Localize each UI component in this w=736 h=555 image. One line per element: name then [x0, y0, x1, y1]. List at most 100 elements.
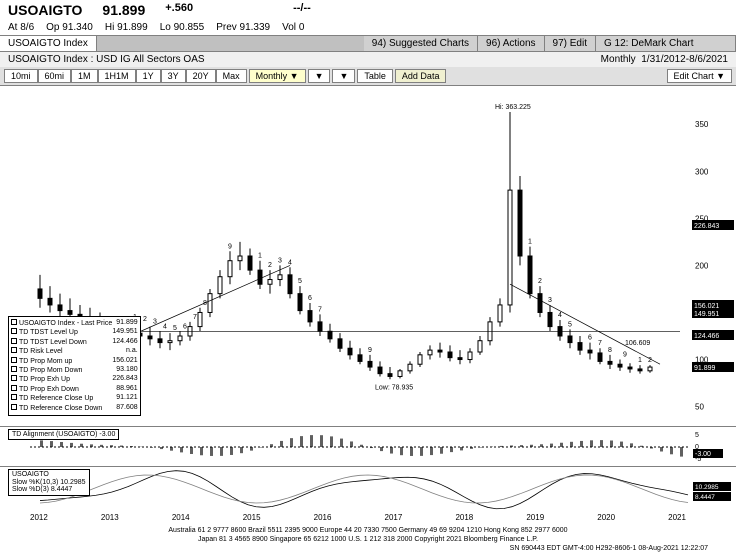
svg-text:8.4447: 8.4447: [695, 494, 715, 501]
period-10mi[interactable]: 10mi: [4, 69, 38, 83]
svg-text:4: 4: [163, 323, 167, 330]
freq-dropdown[interactable]: Monthly ▼: [249, 69, 306, 83]
svg-text:91.899: 91.899: [694, 365, 716, 372]
index-tab[interactable]: USOAIGTO Index: [0, 36, 97, 51]
svg-text:3: 3: [278, 257, 282, 264]
year-label: 2016: [314, 513, 332, 522]
svg-text:6: 6: [588, 335, 592, 342]
chart-type-label: G 12: DeMark Chart: [596, 36, 736, 51]
actions-btn[interactable]: 96) Actions: [478, 36, 544, 51]
svg-text:3: 3: [153, 319, 157, 326]
dropdown-2[interactable]: ▼: [332, 69, 355, 83]
year-label: 2015: [243, 513, 261, 522]
period-1M[interactable]: 1M: [71, 69, 98, 83]
footer-line1: Australia 61 2 9777 8600 Brazil 5511 239…: [8, 526, 728, 535]
stochastic-chart: 10.2985 8.4447: [0, 467, 736, 512]
svg-text:2: 2: [648, 357, 652, 364]
footer-line2: Japan 81 3 4565 8900 Singapore 65 6212 1…: [8, 535, 728, 544]
year-label: 2019: [526, 513, 544, 522]
svg-text:1: 1: [638, 357, 642, 364]
svg-text:124.466: 124.466: [694, 333, 719, 340]
svg-text:4: 4: [288, 259, 292, 266]
svg-text:200: 200: [695, 261, 709, 270]
svg-text:10.2985: 10.2985: [695, 484, 719, 491]
svg-text:8: 8: [608, 347, 612, 354]
add-data-btn[interactable]: Add Data: [395, 69, 447, 83]
period-Max[interactable]: Max: [216, 69, 247, 83]
edit-btn[interactable]: 97) Edit: [545, 36, 596, 51]
svg-text:7: 7: [318, 306, 322, 313]
svg-text:9: 9: [368, 347, 372, 354]
svg-text:7: 7: [193, 314, 197, 321]
svg-text:3: 3: [548, 297, 552, 304]
controls-bar: 10mi60mi1M1H1M1Y3Y20YMax Monthly ▼ ▼ ▼ T…: [0, 67, 736, 86]
dashes: --/--: [293, 2, 311, 18]
low: 90.855: [174, 22, 205, 33]
svg-text:2: 2: [538, 278, 542, 285]
year-label: 2018: [455, 513, 473, 522]
date-range: 1/31/2012-8/6/2021: [641, 54, 728, 65]
svg-text:Low: 78.935: Low: 78.935: [375, 384, 413, 391]
svg-text:9: 9: [228, 243, 232, 250]
description-row: USOAIGTO Index : USD IG All Sectors OAS …: [0, 52, 736, 67]
last-price: 91.899: [102, 2, 145, 18]
year-label: 2013: [101, 513, 119, 522]
period-3Y[interactable]: 3Y: [161, 69, 186, 83]
quote-details: At 8/6 Op 91.340 Hi 91.899 Lo 90.855 Pre…: [0, 20, 736, 35]
svg-text:4: 4: [558, 312, 562, 319]
svg-text:8: 8: [203, 300, 207, 307]
footer-line3: SN 690443 EDT GMT-4:00 H292-8606-1 08-Au…: [8, 544, 728, 553]
x-axis: 2012 2013 2014 2015 2016 2017 2018 2019 2020 2021: [0, 511, 736, 524]
year-label: 2014: [172, 513, 190, 522]
svg-text:1: 1: [528, 239, 532, 246]
indicator-legend: USOAIGTO Index - Last Price91.899TD TDST…: [8, 316, 141, 416]
svg-text:2: 2: [268, 262, 272, 269]
chart-area: 50100150200250300350226.843156.021149.95…: [0, 86, 736, 524]
period-60mi[interactable]: 60mi: [38, 69, 72, 83]
svg-text:6: 6: [308, 295, 312, 302]
prev: 91.339: [240, 22, 271, 33]
svg-text:5: 5: [568, 321, 572, 328]
svg-text:226.843: 226.843: [694, 223, 719, 230]
period-20Y[interactable]: 20Y: [186, 69, 216, 83]
volume: 0: [299, 22, 305, 33]
toolbar: USOAIGTO Index 94) Suggested Charts 96) …: [0, 35, 736, 52]
year-label: 2017: [385, 513, 403, 522]
ticker: USOAIGTO: [8, 2, 82, 18]
svg-text:Hi: 363.225: Hi: 363.225: [495, 104, 531, 111]
alignment-label: TD Alignment (USOAIGTO) -3.00: [8, 429, 119, 440]
svg-text:300: 300: [695, 167, 709, 176]
svg-text:5: 5: [298, 278, 302, 285]
year-label: 2020: [597, 513, 615, 522]
edit-chart-btn[interactable]: Edit Chart ▼: [667, 69, 732, 83]
stochastic-panel[interactable]: 10.2985 8.4447 USOAIGTO Slow %K(10,3) 10.…: [0, 466, 736, 511]
svg-text:350: 350: [695, 120, 709, 129]
index-description: USOAIGTO Index : USD IG All Sectors OAS: [8, 54, 205, 65]
at-date: At 8/6: [8, 22, 34, 33]
stochastic-label: USOAIGTO Slow %K(10,3) 10.2985 Slow %D(3…: [8, 469, 90, 496]
svg-text:50: 50: [695, 403, 704, 412]
suggested-charts-btn[interactable]: 94) Suggested Charts: [364, 36, 478, 51]
year-label: 2021: [668, 513, 686, 522]
main-chart[interactable]: 50100150200250300350226.843156.021149.95…: [0, 86, 736, 426]
svg-text:9: 9: [623, 352, 627, 359]
change: +.560: [165, 2, 193, 18]
svg-text:7: 7: [598, 340, 602, 347]
svg-text:5: 5: [173, 325, 177, 332]
open: 91.340: [62, 22, 93, 33]
frequency: Monthly: [601, 54, 636, 65]
alignment-panel[interactable]: 50-5-3.00 TD Alignment (USOAIGTO) -3.00: [0, 426, 736, 466]
period-1H1M[interactable]: 1H1M: [98, 69, 136, 83]
svg-text:-3.00: -3.00: [695, 451, 711, 458]
quote-header: USOAIGTO 91.899 +.560 --/--: [0, 0, 736, 20]
table-btn[interactable]: Table: [357, 69, 393, 83]
svg-text:5: 5: [695, 432, 699, 439]
year-label: 2012: [30, 513, 48, 522]
svg-text:6: 6: [183, 323, 187, 330]
svg-text:149.951: 149.951: [694, 311, 719, 318]
dropdown-1[interactable]: ▼: [308, 69, 331, 83]
period-1Y[interactable]: 1Y: [136, 69, 161, 83]
svg-text:1: 1: [258, 253, 262, 260]
high: 91.899: [117, 22, 148, 33]
svg-text:106.609: 106.609: [625, 340, 650, 347]
